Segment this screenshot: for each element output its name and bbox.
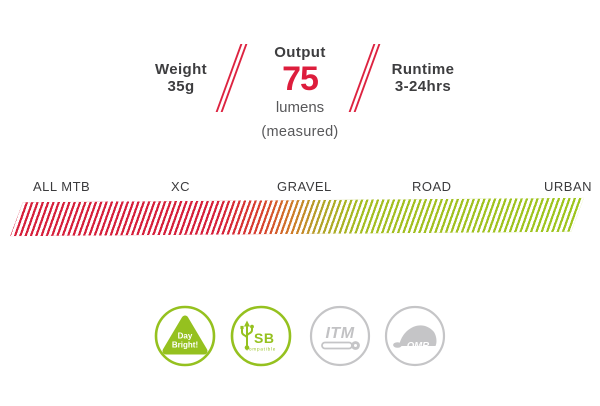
spec-output: Output 75 lumens bbox=[250, 44, 350, 116]
usb-icon: SB compatible bbox=[230, 305, 292, 367]
usage-gradient-bar bbox=[10, 198, 584, 237]
output-label: Output bbox=[274, 44, 326, 61]
weight-value: 35g bbox=[167, 78, 195, 95]
omr-swoosh-icon: OMR bbox=[384, 305, 446, 367]
day-bright-line1: Day bbox=[178, 332, 193, 341]
spec-weight: Weight 35g bbox=[131, 61, 231, 95]
scale-label-all-mtb: ALL MTB bbox=[33, 179, 91, 194]
badge-omr: OMR bbox=[384, 305, 446, 367]
spec-runtime: Runtime 3-24hrs bbox=[373, 61, 473, 95]
day-bright-line2: Bright! bbox=[172, 341, 198, 350]
scale-label-road: ROAD bbox=[412, 179, 452, 194]
omr-text: OMR bbox=[407, 341, 429, 352]
itm-tool-icon: ITM bbox=[309, 305, 371, 367]
scale-label-urban: URBAN bbox=[544, 179, 593, 194]
itm-text: ITM bbox=[325, 325, 354, 342]
measured-note: (measured) bbox=[261, 124, 339, 140]
output-value: 75 bbox=[282, 60, 319, 98]
runtime-value: 3-24hrs bbox=[394, 78, 452, 95]
scale-label-xc: XC bbox=[171, 179, 191, 194]
badge-usb-compatible: SB compatible bbox=[230, 305, 292, 367]
weight-label: Weight bbox=[154, 61, 208, 78]
day-bright-triangle-icon: Day Bright! bbox=[154, 305, 216, 367]
scale-label-gravel: GRAVEL bbox=[277, 179, 332, 194]
runtime-label: Runtime bbox=[391, 61, 455, 78]
badge-day-bright: Day Bright! bbox=[154, 305, 216, 367]
output-unit: lumens bbox=[275, 99, 325, 116]
usb-text: SB bbox=[254, 330, 274, 346]
badge-itm: ITM bbox=[309, 305, 371, 367]
usb-subtext: compatible bbox=[246, 347, 276, 352]
